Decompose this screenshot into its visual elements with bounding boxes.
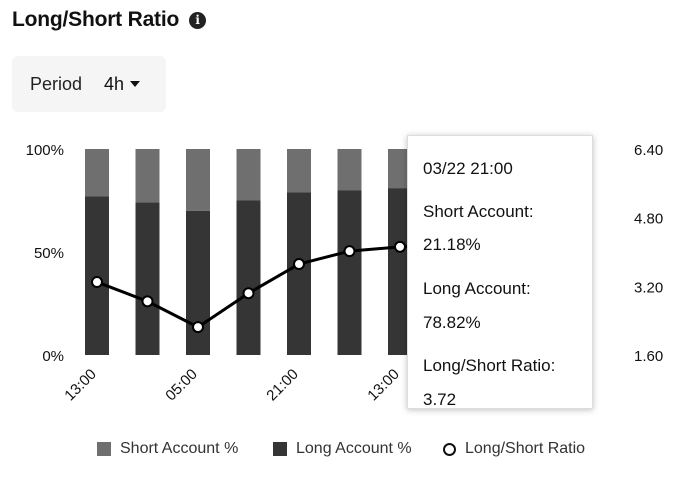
bar-short-3 bbox=[236, 149, 261, 201]
ring-marker-icon bbox=[443, 442, 456, 456]
short-swatch-icon bbox=[97, 442, 111, 456]
legend-label-short: Short Account % bbox=[120, 440, 239, 457]
legend-label-ratio: Long/Short Ratio bbox=[465, 440, 586, 457]
period-selector: Period 4h bbox=[12, 56, 166, 112]
legend-label-long: Long Account % bbox=[296, 440, 412, 457]
y-right-tick-0: 1.60 bbox=[634, 348, 663, 365]
ratio-point-4 bbox=[293, 258, 305, 271]
y-right-tick-3: 6.40 bbox=[634, 142, 663, 159]
header: Long/Short Ratio i bbox=[12, 8, 207, 32]
ratio-point-2 bbox=[192, 321, 204, 334]
y-right-tick-1: 3.20 bbox=[634, 279, 663, 296]
y-left-tick-1: 50% bbox=[34, 245, 64, 262]
period-value: 4h bbox=[104, 73, 125, 94]
bar-long-5 bbox=[337, 190, 362, 355]
long-short-chart[interactable]: 0% 50% 100% 1.60 3.20 4.80 6.40 13:00 05:00 21:00… bbox=[0, 0, 680, 440]
tooltip-datetime: 03/22 21:00 bbox=[423, 159, 513, 178]
tooltip-short-value: 21.18% bbox=[423, 235, 481, 254]
ratio-point-6 bbox=[394, 240, 406, 253]
bar-short-4 bbox=[287, 149, 311, 193]
ratio-point-1 bbox=[141, 295, 154, 308]
legend: Short Account % Long Account % Long/Shor… bbox=[0, 440, 680, 462]
ratio-point-3 bbox=[242, 287, 255, 300]
tooltip-ratio-value: 3.72 bbox=[423, 390, 457, 409]
tooltip-short-label: Short Account: bbox=[423, 202, 534, 221]
caret-down-icon bbox=[130, 81, 141, 87]
y-left-tick-2: 100% bbox=[26, 142, 64, 159]
bar-short-0 bbox=[85, 149, 109, 197]
period-dropdown[interactable]: 4h bbox=[104, 73, 141, 95]
tooltip-long-label: Long Account: bbox=[423, 279, 531, 298]
long-swatch-icon bbox=[273, 442, 287, 456]
chart-title: Long/Short Ratio bbox=[12, 8, 180, 31]
bar-long-1 bbox=[135, 202, 160, 355]
x-tick-0: 13:00 bbox=[61, 366, 100, 405]
x-tick-3: 13:00 bbox=[364, 366, 403, 405]
tooltip-ratio-label: Long/Short Ratio: bbox=[423, 356, 556, 375]
bar-short-5 bbox=[337, 149, 362, 191]
legend-item-ratio[interactable]: Long/Short Ratio bbox=[443, 440, 585, 458]
bar-short-2 bbox=[186, 149, 210, 211]
bar-long-0 bbox=[85, 196, 109, 355]
y-left-tick-0: 0% bbox=[42, 348, 64, 365]
y-right-tick-2: 4.80 bbox=[634, 211, 663, 228]
ratio-point-0 bbox=[91, 276, 103, 289]
legend-item-short[interactable]: Short Account % bbox=[97, 440, 238, 458]
tooltip-long-value: 78.82% bbox=[423, 313, 481, 332]
bar-short-1 bbox=[135, 149, 160, 203]
bar-long-4 bbox=[287, 192, 311, 355]
period-label: Period bbox=[30, 73, 83, 94]
bar-long-3 bbox=[236, 200, 261, 355]
bar-long-2 bbox=[186, 210, 210, 355]
x-tick-1: 05:00 bbox=[162, 366, 201, 405]
ratio-point-5 bbox=[343, 245, 356, 258]
tooltip: 03/22 21:00 Short Account: 21.18% Long A… bbox=[407, 135, 593, 409]
x-tick-2: 21:00 bbox=[263, 366, 302, 405]
legend-item-long[interactable]: Long Account % bbox=[273, 440, 412, 458]
info-icon[interactable]: i bbox=[189, 11, 207, 29]
